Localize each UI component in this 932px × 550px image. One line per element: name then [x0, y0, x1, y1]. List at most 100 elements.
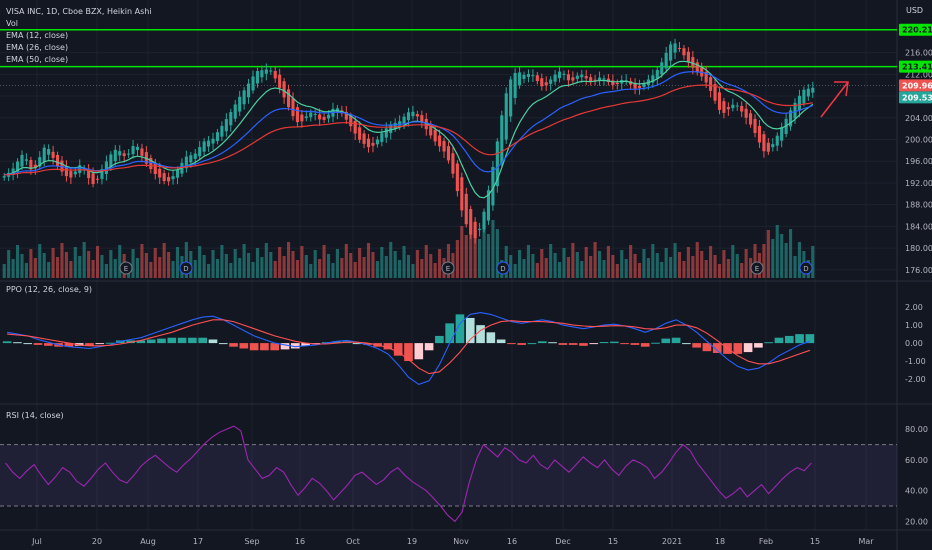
ppo-histogram-bar	[218, 343, 228, 345]
candle-body	[740, 106, 744, 112]
dividend-marker	[496, 261, 510, 275]
ppo-histogram-bar	[486, 332, 496, 344]
volume-bar	[340, 258, 344, 278]
ppo-histogram-bar	[527, 343, 537, 345]
candle-body	[362, 133, 366, 144]
ppo-histogram-bar	[558, 343, 568, 345]
candle-body	[571, 77, 575, 81]
candle-body	[24, 159, 28, 161]
volume-bar	[651, 244, 655, 278]
horizontal-levels[interactable]	[0, 28, 897, 86]
ppo-histogram-bar	[393, 343, 403, 356]
volume-bar	[380, 247, 384, 278]
candle-body	[140, 148, 144, 156]
volume-bar	[24, 263, 28, 278]
candle-body	[366, 138, 371, 148]
ppo-histogram-bar	[599, 342, 609, 344]
candle-body	[535, 75, 539, 82]
candle-body	[135, 146, 140, 151]
candle-body	[771, 144, 775, 148]
price-tick-label: 184.00	[905, 222, 932, 231]
ppo-histogram-bar	[229, 343, 238, 347]
volume-bar	[366, 243, 371, 278]
candle-body	[460, 177, 464, 211]
time-axis[interactable]: Jul 20 Aug 17 Sep 16 Oct 19 Nov 16 Dec 15 2021 18 Feb 1…	[31, 537, 874, 546]
ppo-line	[7, 312, 811, 386]
volume-bar	[291, 251, 295, 278]
ppo-histogram-bar	[188, 337, 197, 344]
candle-body	[260, 70, 264, 78]
candle-body	[304, 116, 308, 118]
candle-body	[220, 125, 224, 137]
candle-body	[269, 70, 273, 72]
candle-body	[42, 147, 46, 162]
candle-body	[358, 127, 362, 140]
candle-body	[602, 78, 606, 80]
candle-body	[73, 171, 77, 175]
ppo-histogram-bar	[671, 337, 681, 344]
volume-bar	[29, 249, 33, 278]
ppo-histogram-bar	[465, 317, 475, 344]
dividend-marker	[179, 261, 193, 275]
volume-bar	[682, 261, 686, 278]
volume-bar	[15, 245, 20, 278]
candle-body	[589, 77, 593, 83]
price-tick-label: 216.00	[905, 49, 932, 58]
volume-bar	[504, 246, 508, 278]
legend-ema50: EMA (50, close)	[6, 55, 68, 64]
price-tick-label: 188.00	[905, 201, 932, 210]
volume-bar	[731, 245, 735, 278]
price-tick-label: 180.00	[905, 244, 932, 253]
candle-body	[193, 153, 197, 159]
volume-bar	[149, 262, 153, 278]
volume-bar	[424, 245, 428, 278]
volume-bar	[753, 244, 757, 278]
volume-bar	[704, 260, 708, 278]
candle-body	[633, 82, 637, 89]
volume-bar	[384, 256, 388, 278]
volume-bar	[51, 248, 55, 278]
candle-body	[411, 111, 415, 117]
candle-body	[64, 166, 68, 177]
candle-body	[207, 140, 211, 147]
volume-bar	[358, 248, 362, 278]
volume-bar	[566, 257, 570, 278]
candle-body	[233, 104, 237, 119]
volume-bar	[202, 255, 206, 278]
legend-ema26: EMA (26, close)	[6, 43, 68, 52]
candle-body	[127, 153, 131, 155]
volume-bar	[171, 261, 175, 278]
time-tick-label: Mar	[858, 537, 874, 546]
candle-body	[313, 113, 317, 115]
candle-body	[726, 106, 730, 110]
candle-body	[189, 155, 193, 163]
trend-arrow-annotation[interactable]	[820, 81, 849, 118]
volume-bar	[402, 246, 406, 278]
volume-bar	[118, 245, 122, 278]
event-marker-label: D	[500, 265, 505, 273]
ppo-histogram-bar	[157, 338, 166, 344]
volume-bar	[69, 261, 73, 278]
candle-body	[793, 102, 797, 119]
candle-body	[802, 89, 806, 104]
price-tick-label: 196.00	[905, 157, 932, 166]
candle-body	[264, 69, 268, 74]
volume-bar	[473, 230, 477, 278]
volume-bar	[775, 225, 779, 278]
price-axis[interactable]: 216.00212.00208.00204.00200.00196.00192.…	[905, 49, 932, 527]
candle-body	[557, 71, 562, 79]
ppo-histogram-bar	[363, 343, 372, 345]
volume-bar	[64, 252, 68, 278]
volume-bar	[184, 242, 188, 278]
candle-body	[611, 80, 615, 86]
currency-label[interactable]: USD	[906, 6, 923, 15]
candle-body	[113, 149, 117, 162]
volume-bar	[691, 256, 695, 278]
volume-bar	[406, 255, 411, 278]
ppo-histogram-bar	[352, 343, 362, 345]
volume-bar	[162, 243, 166, 278]
candle-body	[806, 88, 810, 97]
candle-body	[91, 173, 95, 185]
